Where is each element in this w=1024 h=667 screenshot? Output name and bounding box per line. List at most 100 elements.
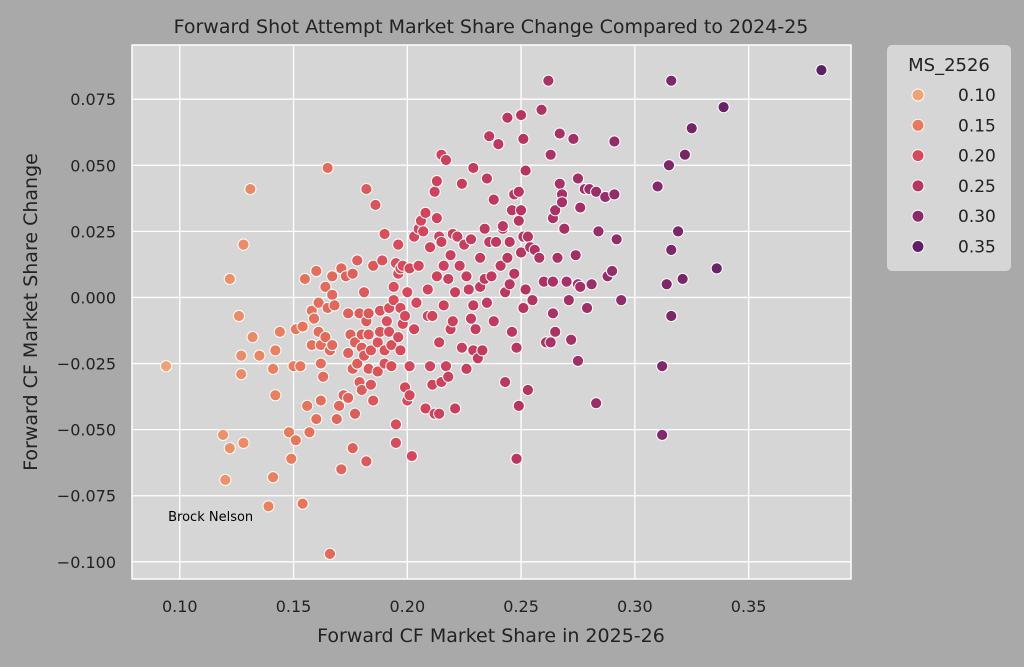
data-point xyxy=(508,267,521,280)
data-point xyxy=(662,159,676,172)
data-point xyxy=(430,270,443,283)
data-point xyxy=(216,428,230,442)
data-point xyxy=(590,185,603,198)
data-point xyxy=(444,249,457,262)
data-point xyxy=(294,360,307,373)
data-point xyxy=(656,428,669,442)
data-point xyxy=(517,132,530,145)
data-point xyxy=(451,230,464,243)
x-tick-label: 0.25 xyxy=(503,597,539,616)
data-point xyxy=(483,130,496,143)
y-tick-label: 0.000 xyxy=(70,288,116,307)
data-point xyxy=(266,362,280,375)
data-point xyxy=(314,357,327,370)
data-point xyxy=(574,201,587,214)
y-tick-label: 0.025 xyxy=(70,222,116,241)
data-point xyxy=(232,309,246,323)
data-point xyxy=(678,148,692,161)
data-point xyxy=(494,259,507,272)
data-point xyxy=(467,299,480,312)
data-point xyxy=(423,241,437,254)
data-point xyxy=(367,259,380,272)
data-point xyxy=(478,222,491,235)
data-point xyxy=(460,270,473,283)
data-point xyxy=(546,275,560,288)
data-point xyxy=(301,399,314,412)
data-point xyxy=(565,333,578,346)
legend-marker xyxy=(911,149,925,163)
data-point xyxy=(487,315,500,328)
data-point xyxy=(455,177,469,190)
data-point xyxy=(351,254,364,267)
data-point xyxy=(476,344,489,357)
data-point xyxy=(401,286,414,299)
data-point xyxy=(385,360,398,373)
data-point xyxy=(317,370,330,383)
data-point xyxy=(555,196,569,209)
data-point xyxy=(323,547,337,560)
data-point xyxy=(590,397,603,410)
data-point xyxy=(514,108,528,122)
data-point xyxy=(501,251,514,264)
data-point xyxy=(419,206,432,219)
data-point xyxy=(446,315,459,328)
data-point xyxy=(335,463,348,476)
data-point xyxy=(710,262,723,275)
chart-title: Forward Shot Attempt Market Share Change… xyxy=(174,16,809,38)
data-point xyxy=(426,309,439,323)
data-point xyxy=(487,193,500,206)
data-point xyxy=(223,442,236,455)
data-point xyxy=(392,331,405,344)
y-tick-label: −0.025 xyxy=(57,355,116,374)
legend-label: 0.25 xyxy=(958,177,996,197)
data-point xyxy=(553,127,566,140)
data-point xyxy=(346,267,359,280)
legend-marker xyxy=(911,209,925,223)
y-tick-label: 0.075 xyxy=(70,90,116,109)
data-point xyxy=(615,294,628,307)
data-point xyxy=(526,294,539,307)
data-point xyxy=(512,185,525,198)
data-point xyxy=(244,182,257,196)
data-point xyxy=(273,325,286,338)
data-point xyxy=(510,452,523,465)
data-point xyxy=(296,497,309,510)
data-point xyxy=(514,204,528,217)
data-point xyxy=(369,198,382,212)
data-point xyxy=(510,341,523,354)
data-point xyxy=(326,270,339,283)
data-point xyxy=(553,177,566,190)
data-point xyxy=(542,74,555,87)
legend-title: MS_2526 xyxy=(908,55,990,76)
data-point xyxy=(403,389,416,402)
data-point xyxy=(551,251,564,264)
legend-label: 0.15 xyxy=(958,116,996,136)
data-point xyxy=(580,301,594,315)
data-point xyxy=(383,325,396,338)
data-point xyxy=(342,307,355,320)
data-point xyxy=(262,500,275,513)
data-point xyxy=(237,436,250,449)
data-point xyxy=(560,275,573,288)
data-point xyxy=(453,259,466,272)
data-point xyxy=(378,227,391,241)
legend-label: 0.35 xyxy=(958,238,996,258)
data-point xyxy=(412,259,425,272)
data-point xyxy=(351,357,364,370)
data-point xyxy=(521,230,535,243)
data-point xyxy=(246,331,259,344)
y-axis-label: Forward CF Market Share Change xyxy=(20,153,42,471)
data-point xyxy=(533,251,546,264)
data-point xyxy=(651,180,664,193)
data-point xyxy=(371,365,384,378)
data-point xyxy=(519,283,532,296)
data-point xyxy=(665,309,678,323)
y-tick-label: −0.075 xyxy=(57,487,116,506)
data-point xyxy=(282,426,296,439)
data-point xyxy=(362,328,375,341)
data-point xyxy=(310,264,323,278)
data-point xyxy=(480,172,494,185)
data-point xyxy=(310,412,323,426)
